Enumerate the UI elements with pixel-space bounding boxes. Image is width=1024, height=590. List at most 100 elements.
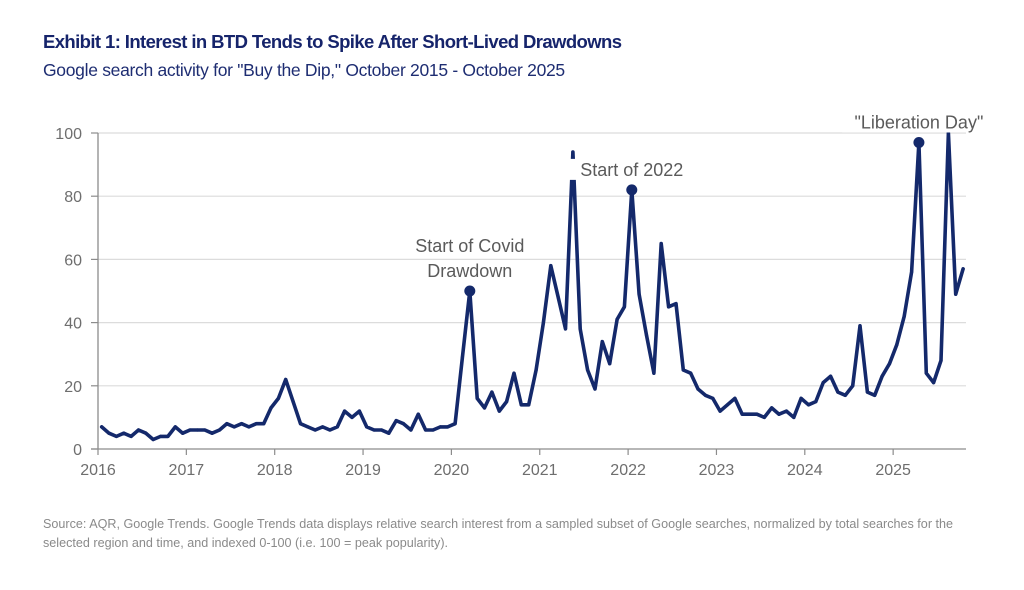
data-point <box>541 321 546 325</box>
data-point <box>144 431 148 435</box>
data-point <box>379 428 384 432</box>
data-point <box>291 400 295 404</box>
data-point <box>792 415 796 419</box>
data-point <box>350 415 354 419</box>
annotation-backing <box>842 111 996 133</box>
data-point <box>409 428 413 432</box>
data-point <box>829 374 833 378</box>
data-point <box>939 358 943 363</box>
data-point <box>512 371 516 375</box>
data-point <box>622 305 627 309</box>
data-point <box>298 422 303 426</box>
data-point <box>416 412 420 416</box>
y-tick-label: 60 <box>64 252 82 269</box>
data-point <box>232 425 236 429</box>
data-point <box>961 267 965 271</box>
x-tick-label: 2019 <box>345 462 381 479</box>
y-tick-label: 20 <box>64 379 82 396</box>
data-point <box>652 371 656 375</box>
data-point <box>910 270 914 274</box>
x-tick-label: 2016 <box>80 462 116 479</box>
chart-title: Exhibit 1: Interest in BTD Tends to Spik… <box>43 31 622 52</box>
series-group <box>99 131 965 442</box>
data-point <box>431 428 435 432</box>
data-point <box>681 368 685 372</box>
data-point <box>313 428 317 432</box>
series-line-0 <box>99 131 965 442</box>
data-point <box>159 434 163 438</box>
annotation-marker <box>626 184 638 196</box>
data-point <box>865 390 870 394</box>
data-point <box>762 415 766 419</box>
annotation-backing <box>402 235 538 256</box>
data-point <box>851 384 855 388</box>
data-point <box>733 396 737 400</box>
data-point <box>711 396 715 400</box>
data-point <box>372 428 376 432</box>
data-point <box>453 422 457 426</box>
annotation-marker <box>913 136 925 148</box>
data-point <box>100 425 104 429</box>
data-point <box>689 371 693 375</box>
data-point <box>129 434 133 438</box>
data-point <box>262 422 266 426</box>
data-point <box>924 371 928 375</box>
data-point <box>644 333 649 337</box>
data-point <box>357 409 361 413</box>
x-tick-label: 2018 <box>257 462 293 479</box>
data-point <box>321 425 325 429</box>
data-point <box>490 390 494 394</box>
chart-subtitle: Google search activity for "Buy the Dip,… <box>43 60 565 80</box>
data-point <box>954 292 958 296</box>
data-point <box>615 317 619 321</box>
data-point <box>806 403 811 407</box>
data-point <box>755 412 759 416</box>
data-point <box>549 264 553 268</box>
data-point <box>225 422 229 426</box>
data-point <box>335 425 339 429</box>
data-point <box>593 387 597 391</box>
data-point <box>821 381 825 385</box>
data-point <box>777 412 781 416</box>
data-point <box>902 314 906 318</box>
data-point <box>696 387 700 391</box>
data-point <box>210 431 214 435</box>
data-point <box>505 400 509 404</box>
source-note: Source: AQR, Google Trends. Google Trend… <box>43 517 954 550</box>
data-point <box>240 422 244 426</box>
data-point <box>843 393 847 397</box>
data-point <box>446 425 450 429</box>
data-point <box>659 242 663 246</box>
data-point <box>497 409 501 413</box>
data-point <box>873 393 877 397</box>
data-point <box>600 340 604 344</box>
data-point <box>814 400 818 404</box>
x-tick-label: 2020 <box>434 462 470 479</box>
annotations: Start of Covid Drawdown Start of 2022 "Libe… <box>402 111 996 297</box>
data-point <box>365 425 369 429</box>
data-point <box>718 409 722 413</box>
data-point <box>799 396 803 400</box>
data-point <box>269 406 273 410</box>
data-point <box>343 409 347 413</box>
x-tick-label: 2023 <box>699 462 735 479</box>
data-point <box>740 412 744 416</box>
y-tick-label: 0 <box>73 442 82 459</box>
data-point <box>858 324 862 328</box>
data-point <box>586 368 590 372</box>
data-point <box>482 406 487 410</box>
y-tick-label: 80 <box>64 189 82 206</box>
annotation-label: Start of Covid <box>415 236 524 256</box>
data-point <box>770 406 774 410</box>
data-point <box>401 422 406 426</box>
data-point <box>519 403 523 407</box>
x-tick-labels: 2016 2017 2018 2019 2020 2021 2022 2023 2024 2025 <box>80 462 911 479</box>
data-point <box>306 425 310 429</box>
data-point <box>151 437 155 442</box>
data-point <box>725 403 730 407</box>
data-point <box>527 403 531 407</box>
line-chart: 0 20 40 60 80 100 2016 2017 2018 2019 2020 2021 202… <box>55 111 996 479</box>
y-tick-label: 100 <box>55 126 82 143</box>
data-point <box>475 396 479 400</box>
data-point <box>836 390 840 394</box>
